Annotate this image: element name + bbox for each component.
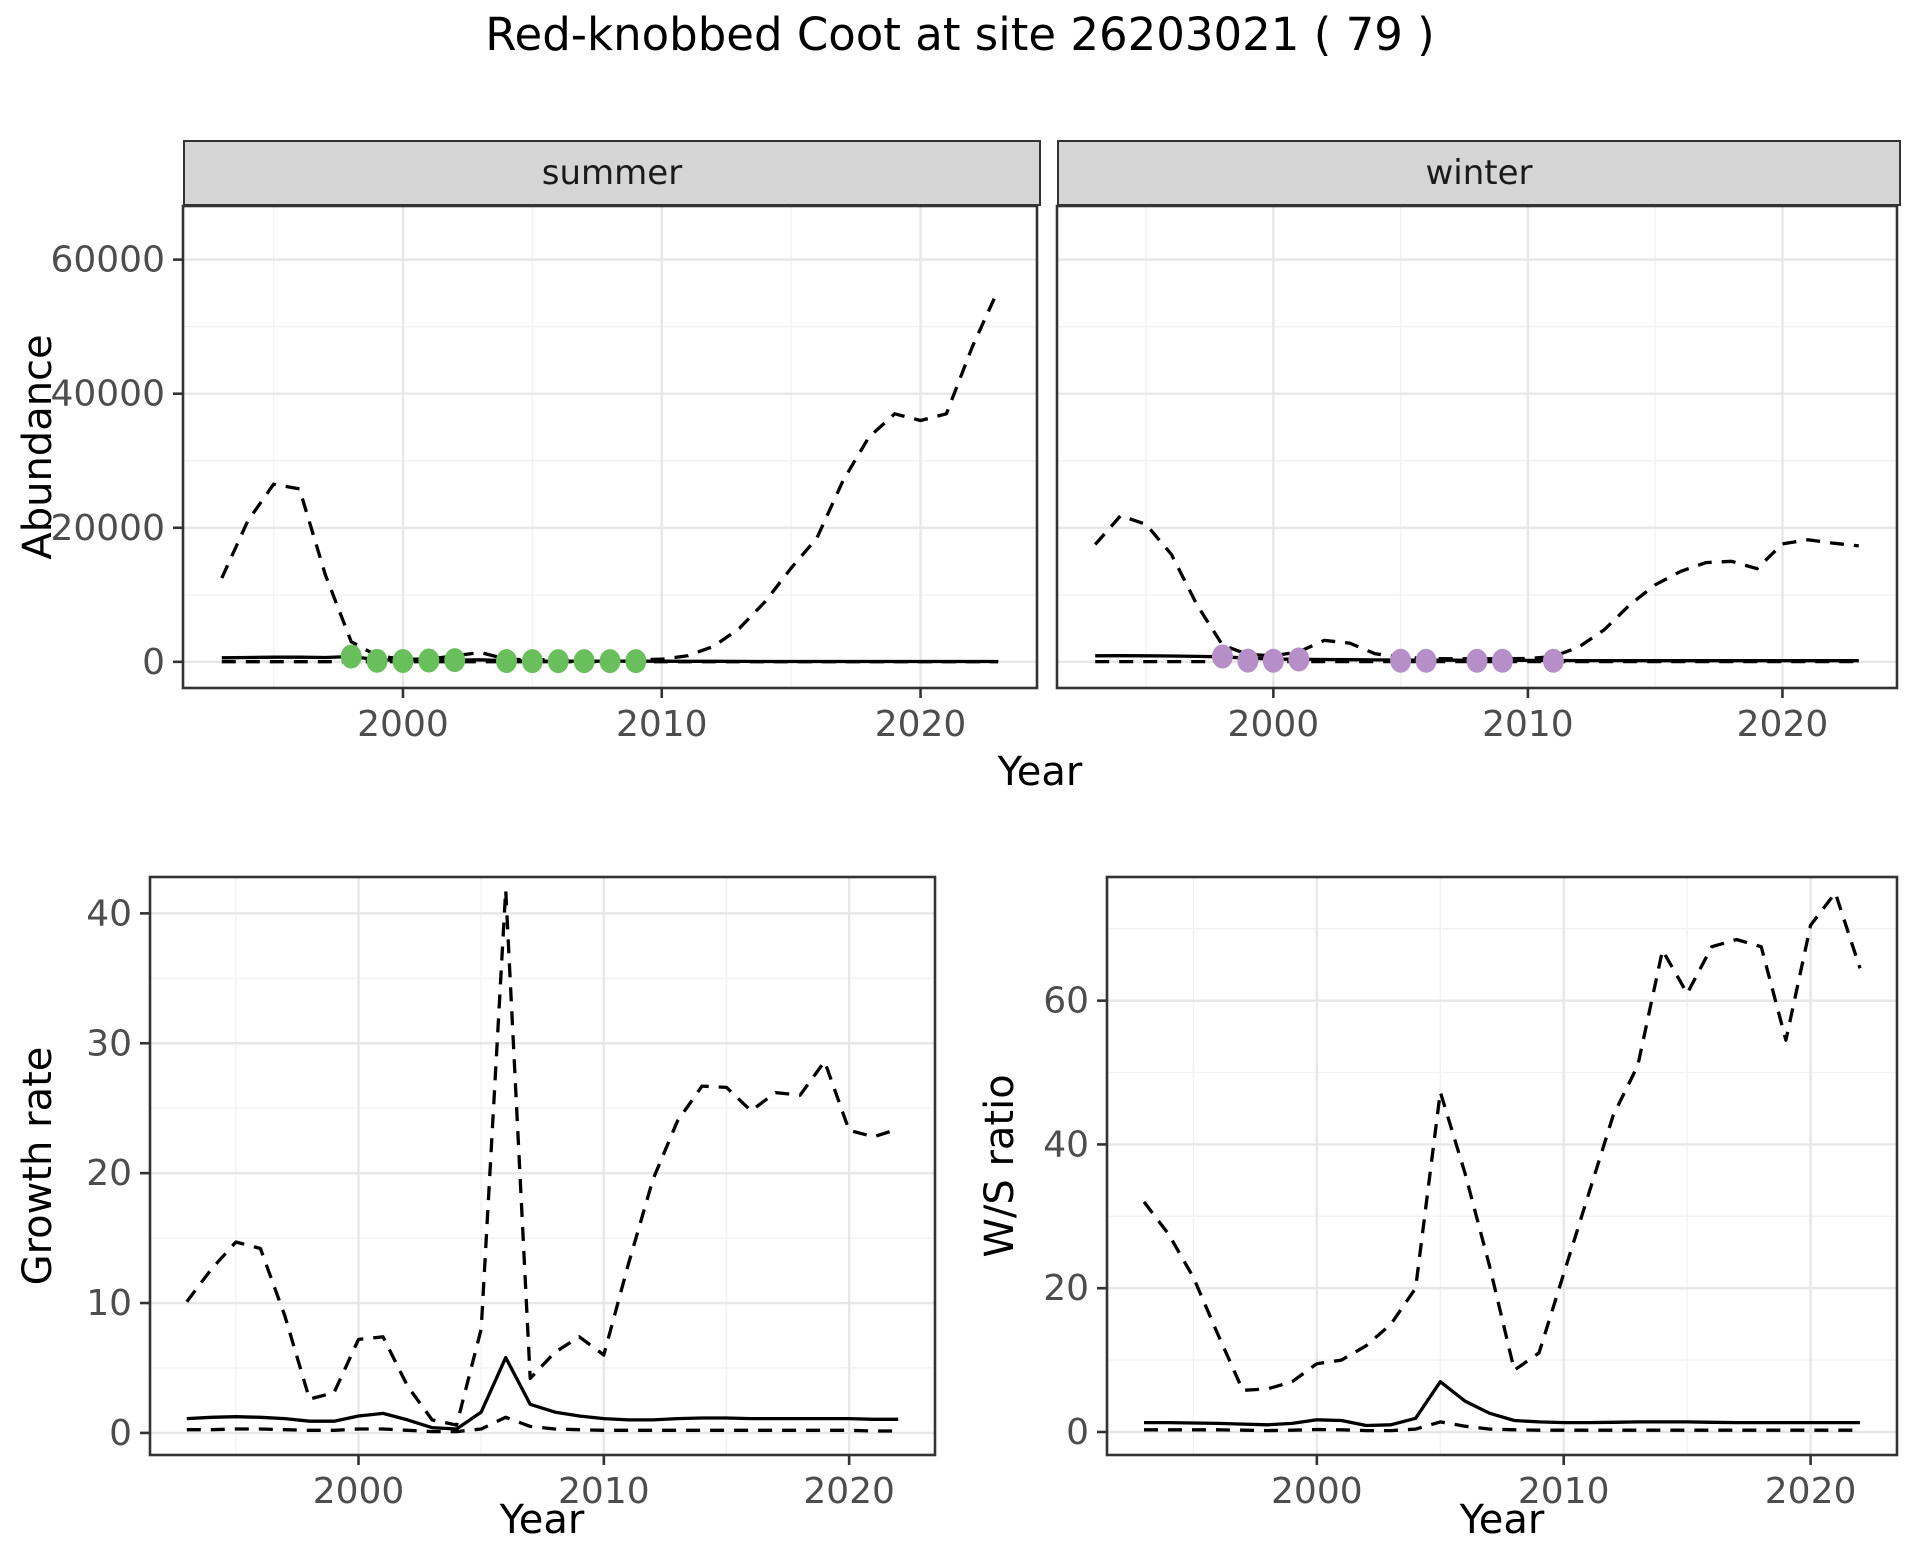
ws-ratio-x-tick-label: 2010 bbox=[1518, 1471, 1610, 1512]
winter-abundance-upper_ci-line bbox=[1093, 514, 1859, 661]
ws-ratio-x-tick-label: 2020 bbox=[1765, 1471, 1857, 1512]
winter-abundance-observation-point bbox=[1415, 648, 1437, 673]
summer-abundance-panel: 2000 2010 2020 0 20000 40000 60000 bbox=[50, 204, 1039, 745]
facet-strip-winter: winter bbox=[1057, 140, 1901, 206]
growth-rate-panel: 2000 2010 2020 0 10 20 30 40 bbox=[86, 875, 937, 1512]
growth-rate-x-tick-label: 2020 bbox=[803, 1471, 895, 1512]
summer-abundance-observation-point bbox=[444, 648, 466, 673]
plot-title: Red-knobbed Coot at site 26203021 ( 79 ) bbox=[485, 8, 1435, 61]
growth-rate-x-tick-label: 2000 bbox=[313, 1471, 405, 1512]
growth-rate-median-line bbox=[186, 1355, 899, 1431]
x-axis-title-year-bottom-left: Year bbox=[499, 1497, 585, 1543]
growth-rate-upper_ci-line bbox=[185, 888, 899, 1427]
ws-ratio-upper_ci-line bbox=[1142, 891, 1862, 1392]
winter-abundance-x-tick-label: 2000 bbox=[1228, 704, 1320, 745]
ws-ratio-y-tick-label: 0 bbox=[1066, 1412, 1089, 1453]
summer-abundance-x-tick-label: 2010 bbox=[616, 704, 708, 745]
summer-abundance-observation-point bbox=[625, 649, 647, 674]
x-axis-title-year-bottom-right: Year bbox=[1459, 1497, 1545, 1543]
summer-abundance-observation-point bbox=[495, 649, 517, 674]
winter-abundance-observation-point bbox=[1542, 648, 1564, 673]
summer-abundance-y-tick-label: 60000 bbox=[50, 240, 165, 281]
y-axis-title-ws-ratio: W/S ratio bbox=[977, 1074, 1023, 1258]
summer-abundance-observation-point bbox=[418, 648, 440, 673]
winter-abundance-x-tick-label: 2020 bbox=[1737, 704, 1829, 745]
summer-abundance-observation-point bbox=[521, 649, 543, 674]
facet-strip-summer-label: summer bbox=[541, 153, 683, 193]
summer-abundance-observation-point bbox=[599, 649, 621, 674]
winter-abundance-observation-point bbox=[1466, 648, 1488, 673]
facet-strip-summer: summer bbox=[183, 140, 1041, 206]
summer-abundance-observation-point bbox=[547, 649, 569, 674]
y-axis-title-growth-rate: Growth rate bbox=[15, 1046, 61, 1286]
ws-ratio-y-tick-label: 40 bbox=[1043, 1124, 1089, 1165]
x-axis-title-year-top: Year bbox=[997, 749, 1083, 795]
summer-abundance-y-tick-label: 0 bbox=[142, 642, 165, 683]
growth-rate-lower_ci-line bbox=[186, 1415, 899, 1434]
summer-abundance-x-tick-label: 2020 bbox=[875, 704, 967, 745]
winter-abundance-observation-point bbox=[1390, 648, 1412, 673]
summer-abundance-y-tick-label: 20000 bbox=[50, 508, 165, 549]
ws-ratio-x-tick-label: 2000 bbox=[1271, 1471, 1363, 1512]
summer-abundance-x-tick-label: 2000 bbox=[357, 704, 449, 745]
growth-rate-y-tick-label: 40 bbox=[86, 893, 132, 934]
growth-rate-y-tick-label: 30 bbox=[86, 1023, 132, 1064]
ws-ratio-y-tick-label: 20 bbox=[1043, 1268, 1089, 1309]
ws-ratio-y-tick-label: 60 bbox=[1043, 981, 1089, 1022]
growth-rate-y-tick-label: 20 bbox=[86, 1153, 132, 1194]
winter-abundance-panel: 2000 2010 2020 bbox=[1055, 204, 1899, 745]
winter-abundance-x-tick-label: 2010 bbox=[1482, 704, 1574, 745]
winter-abundance-observation-point bbox=[1211, 644, 1233, 669]
ws-ratio-panel: 2000 2010 2020 0 20 40 60 bbox=[1043, 875, 1899, 1512]
facet-strip-winter-label: winter bbox=[1425, 153, 1533, 193]
summer-abundance-y-tick-label: 40000 bbox=[50, 374, 165, 415]
ws-ratio-median-line bbox=[1144, 1380, 1860, 1428]
y-axis-title-abundance: Abundance bbox=[15, 334, 61, 560]
summer-abundance-observation-point bbox=[340, 644, 362, 669]
summer-abundance-observation-point bbox=[392, 649, 414, 674]
winter-abundance-observation-point bbox=[1237, 648, 1259, 673]
summer-abundance-observation-point bbox=[573, 649, 595, 674]
summer-abundance-observation-point bbox=[366, 648, 388, 673]
growth-rate-y-tick-label: 0 bbox=[109, 1413, 132, 1454]
winter-abundance-observation-point bbox=[1491, 648, 1513, 673]
growth-rate-x-tick-label: 2010 bbox=[558, 1471, 650, 1512]
winter-abundance-observation-point bbox=[1288, 647, 1310, 672]
growth-rate-y-tick-label: 10 bbox=[86, 1283, 132, 1324]
winter-abundance-observation-point bbox=[1262, 648, 1284, 673]
